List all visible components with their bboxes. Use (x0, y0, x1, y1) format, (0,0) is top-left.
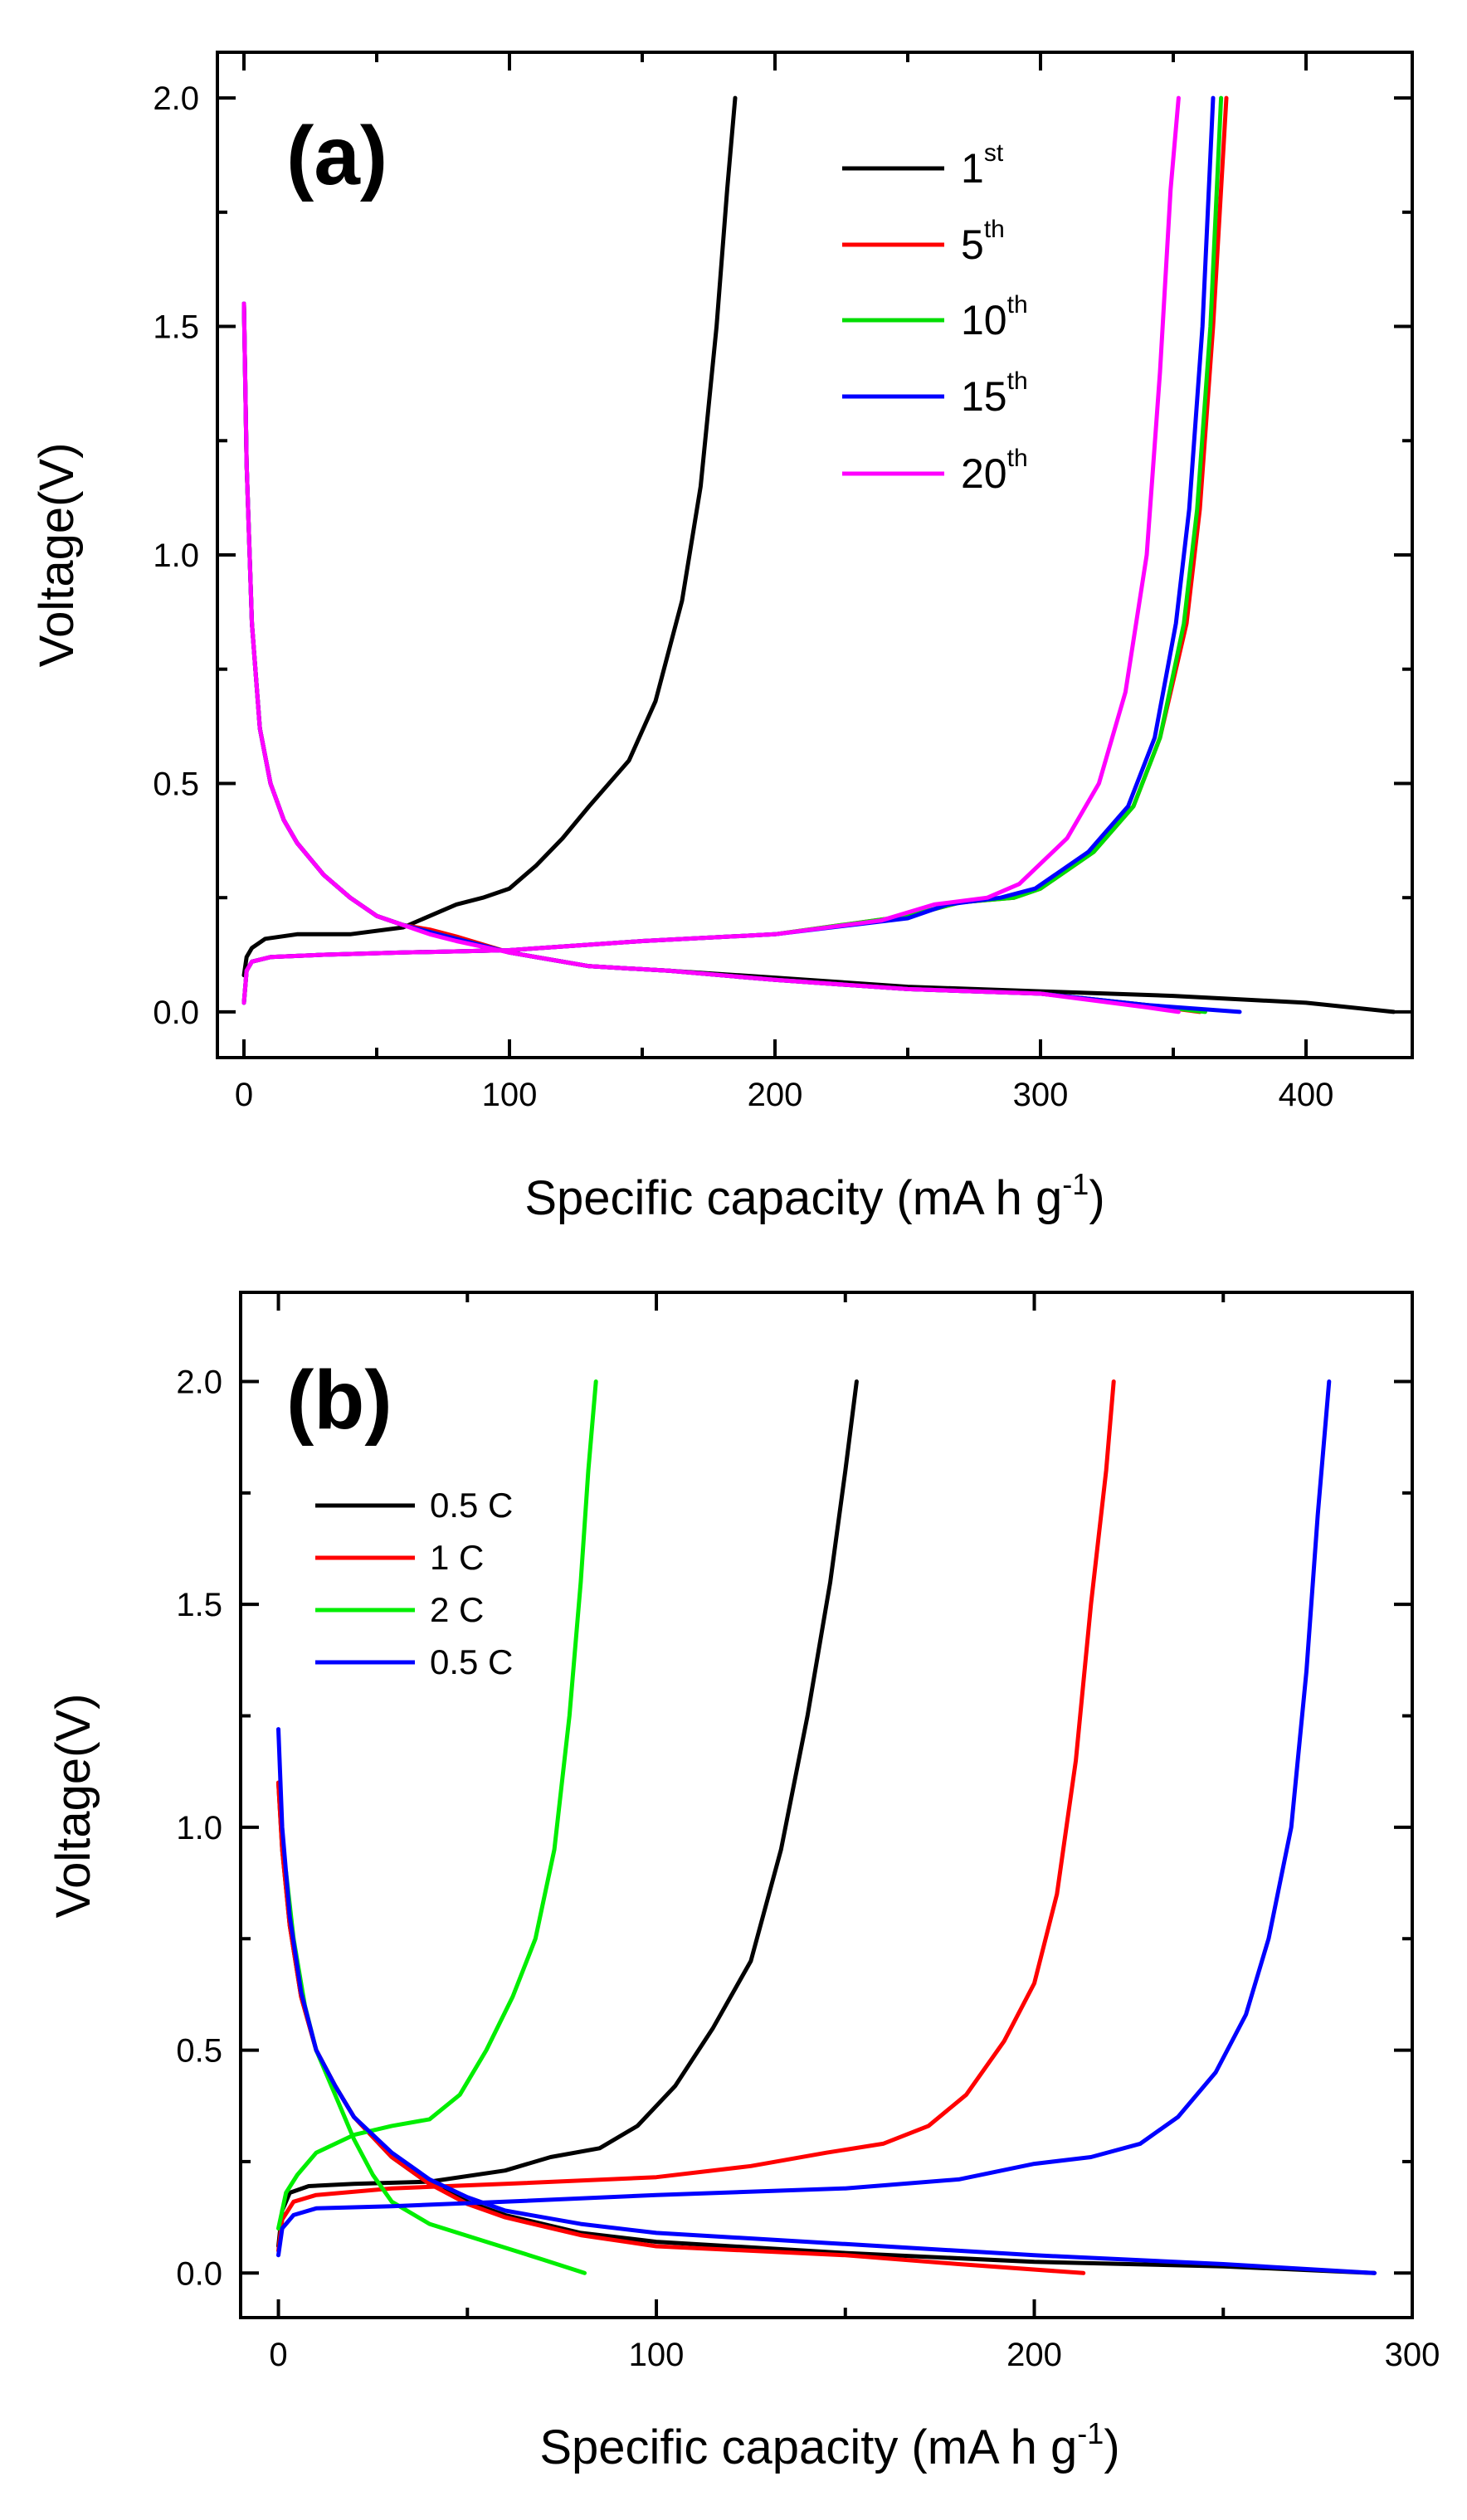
b-legend-label: 1 C (430, 1538, 484, 1577)
b-x-axis-title-end: ) (1104, 2420, 1119, 2474)
b-legend-entry: 0.5 C (315, 1486, 513, 1525)
b-series-group (276, 1379, 1377, 2275)
a-ticks-group (217, 52, 1412, 1058)
b-legend-entry: 1 C (315, 1538, 484, 1577)
chart-panel-a: 0 100 200 300 400 0.0 0.5 1.0 1.5 2.0 (a) Voltag… (30, 51, 1414, 1225)
a-series-line-2-discharge (241, 301, 1202, 1014)
b-legend-entry: 0.5 C (315, 1642, 513, 1681)
a-legend-entry: 20th (842, 445, 1028, 497)
a-x-axis-title-sup: -1 (1062, 1167, 1089, 1201)
a-plot-frame (216, 51, 1414, 1059)
a-y-tick-label: 1.0 (153, 538, 199, 574)
a-y-tick-label: 2.0 (153, 80, 199, 117)
a-legend: 1st 5th 10th 15th 20th (842, 139, 1028, 497)
a-legend-label: 20th (961, 445, 1028, 497)
b-x-axis-title-sup: -1 (1077, 2416, 1104, 2450)
b-x-tick-label: 300 (1385, 2337, 1440, 2373)
a-series-line-1-discharge (241, 301, 1396, 1014)
a-series-line-5-discharge (241, 301, 1181, 1014)
a-x-tick-label: 0 (235, 1077, 253, 1113)
b-x-axis-title: Specific capacity (mA h g-1) (539, 2416, 1119, 2474)
b-legend-label: 0.5 C (430, 1486, 513, 1525)
a-legend-label: 1st (961, 139, 1004, 192)
a-y-tick-label: 1.5 (153, 309, 199, 346)
b-y-tick-label: 2.0 (176, 1364, 222, 1400)
b-legend-label: 0.5 C (430, 1642, 513, 1681)
a-legend-entry: 15th (842, 367, 1028, 420)
a-xtick-labels: 0 100 200 300 400 (235, 1077, 1334, 1113)
a-y-tick-label: 0.5 (153, 766, 199, 802)
b-series-line-4-discharge (276, 1727, 1377, 2275)
b-x-tick-label: 100 (629, 2337, 685, 2373)
a-series-line-2-charge (241, 95, 1229, 1005)
b-y-tick-label: 0.5 (176, 2033, 222, 2070)
b-y-tick-label: 1.5 (176, 1587, 222, 1623)
a-x-tick-label: 300 (1013, 1077, 1069, 1113)
a-legend-entry: 5th (842, 216, 1005, 268)
a-legend-label: 5th (961, 216, 1005, 268)
a-series-line-3-charge (241, 95, 1224, 1005)
a-y-tick-label: 0.0 (153, 995, 199, 1031)
a-x-axis-title-main: Specific capacity (mA h g (524, 1171, 1062, 1225)
b-series-line-2-charge (276, 1379, 1116, 2253)
chart-panel-b: 0 100 200 300 0.0 0.5 1.0 1.5 2.0 (b) Voltage(V… (46, 1291, 1440, 2474)
a-legend-entry: 10th (842, 291, 1028, 343)
b-legend: 0.5 C 1 C 2 C 0.5 C (315, 1486, 513, 1681)
a-series-line-4-charge (241, 95, 1216, 1005)
b-y-tick-label: 0.0 (176, 2255, 222, 2292)
a-x-axis-title: Specific capacity (mA h g-1) (524, 1167, 1104, 1225)
a-series-group (241, 95, 1396, 1014)
b-series-line-2-discharge (276, 1780, 1086, 2275)
b-xtick-labels: 0 100 200 300 (269, 2337, 1440, 2373)
a-x-tick-label: 100 (482, 1077, 538, 1113)
b-panel-label: (b) (286, 1354, 392, 1447)
a-x-tick-label: 200 (748, 1077, 803, 1113)
b-ytick-labels: 0.0 0.5 1.0 1.5 2.0 (176, 1364, 222, 2292)
b-series-line-1-charge (276, 1379, 859, 2249)
b-series-line-3-discharge (284, 1870, 587, 2275)
b-legend-label: 2 C (430, 1590, 484, 1629)
a-legend-entry: 1st (842, 139, 1004, 192)
a-series-line-3-discharge (241, 301, 1207, 1014)
b-y-axis-title: Voltage(V) (46, 1694, 100, 1919)
b-x-axis-title-main: Specific capacity (mA h g (539, 2420, 1077, 2474)
b-series-line-4-charge (276, 1379, 1332, 2258)
a-panel-label: (a) (286, 109, 387, 202)
a-legend-label: 10th (961, 291, 1028, 343)
b-legend-entry: 2 C (315, 1590, 484, 1629)
a-x-tick-label: 400 (1279, 1077, 1334, 1113)
a-series-line-4-discharge (241, 301, 1242, 1014)
b-x-tick-label: 200 (1006, 2337, 1062, 2373)
b-plot-frame (239, 1291, 1414, 2319)
a-ytick-labels: 0.0 0.5 1.0 1.5 2.0 (153, 80, 199, 1031)
a-series-line-1-charge (241, 95, 738, 978)
b-y-tick-label: 1.0 (176, 1810, 222, 1846)
b-series-line-3-charge (276, 1379, 598, 2231)
b-series-line-1-discharge (276, 1780, 1377, 2275)
a-x-axis-title-end: ) (1089, 1171, 1104, 1225)
a-series-line-5-charge (241, 95, 1181, 1005)
b-x-tick-label: 0 (269, 2337, 287, 2373)
a-y-axis-title: Voltage(V) (30, 443, 84, 668)
b-ticks-group (241, 1292, 1414, 2318)
a-legend-label: 15th (961, 367, 1028, 420)
